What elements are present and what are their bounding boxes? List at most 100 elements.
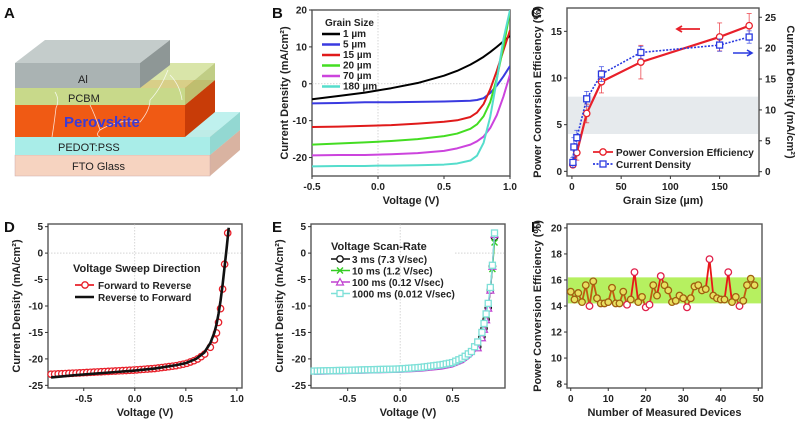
y-tick-label: -20 [293, 153, 308, 164]
y-right-tick-label: 20 [765, 44, 777, 55]
data-point [486, 283, 494, 292]
legend-label: Forward to Reverse [98, 281, 192, 292]
data-point [638, 292, 646, 301]
data-point [583, 95, 591, 103]
data-point [585, 302, 594, 310]
x-axis-label: Grain Size (µm) [623, 195, 704, 207]
data-point [656, 272, 665, 281]
series-reverse-to-forward [50, 227, 231, 379]
data-point [724, 268, 733, 277]
data-point [683, 303, 691, 312]
panel-a-device-schematic: A Al PCBM Perovskite PEDOT:PSS FTO Glass [4, 5, 240, 177]
x-tick-label: 1.0 [503, 182, 517, 193]
legend-label: 1 µm [343, 29, 366, 40]
y-axis-label: Current Density (mA/cm²) [274, 239, 286, 373]
x-tick-label: 0 [568, 394, 574, 405]
legend-label: Reverse to Forward [98, 293, 191, 304]
data-point [739, 296, 748, 305]
data-point [480, 319, 488, 328]
y-tick-label: -10 [29, 302, 44, 313]
y-tick-label: 0 [37, 249, 43, 260]
data-point [623, 300, 631, 309]
data-point [660, 281, 669, 290]
legend-label: 100 ms (0.12 V/sec) [352, 278, 444, 289]
x-tick-label: 40 [715, 394, 727, 405]
pedot-side [210, 112, 240, 155]
x-tick-label: 0 [569, 182, 575, 193]
y-tick-label: 8 [556, 380, 562, 391]
y-tick-label: -10 [293, 116, 308, 127]
x-tick-label: 150 [711, 182, 728, 193]
y-tick-label: -15 [29, 328, 44, 339]
x-tick-label: 50 [753, 394, 765, 405]
data-point [490, 229, 499, 237]
data-point [474, 338, 482, 346]
series-line [312, 10, 510, 168]
data-point [573, 134, 581, 142]
y-tick-label: -25 [292, 381, 307, 392]
y-tick-label: 10 [551, 74, 563, 85]
data-point [731, 292, 740, 301]
x-tick-label: 20 [640, 394, 652, 405]
panel-f-device-statistics: F 0 10 20 30 40 50 8 10 12 14 16 18 20 Number of Measu… [531, 219, 764, 419]
legend-label: 180 µm [343, 82, 377, 93]
y-tick-label: 10 [296, 42, 308, 53]
y-tick-label: -10 [292, 302, 307, 313]
data-point [593, 294, 601, 303]
legend-label: Current Density [616, 160, 691, 171]
y-tick-label: 15 [551, 27, 563, 38]
data-point [745, 21, 754, 30]
perovskite-front [15, 105, 185, 137]
y-tick-label: -25 [29, 381, 44, 392]
series-line [572, 36, 750, 163]
y-tick-label: 5 [556, 120, 562, 131]
data-point [679, 294, 688, 303]
left-axis-arrow [675, 25, 700, 33]
legend-marker [599, 148, 607, 156]
y-tick-label: 5 [300, 222, 306, 233]
layer-label-perovskite: Perovskite [64, 114, 140, 131]
data-point [626, 295, 635, 304]
series-segment [723, 272, 730, 300]
legend-title: Grain Size [325, 18, 374, 29]
data-point [720, 295, 729, 304]
y-tick-label: -20 [29, 354, 44, 365]
series-segment [727, 272, 733, 303]
x-tick-label: 1.0 [230, 394, 244, 405]
series-line [312, 29, 510, 128]
x-tick-label: 50 [616, 182, 628, 193]
y-right-tick-label: 15 [765, 75, 777, 86]
al-side [140, 40, 170, 88]
layer-label-fto: FTO Glass [72, 161, 125, 173]
data-point [484, 299, 492, 308]
x-axis-label: Number of Measured Devices [587, 407, 741, 419]
y-right-axis-label: Current Density (mA/cm²) [784, 25, 796, 159]
x-tick-label: -0.5 [303, 182, 321, 193]
x-axis-label: Voltage (V) [383, 195, 440, 207]
y-axis-label: Power Conversion Efficiency (%) [532, 220, 544, 392]
x-tick-label: 0.0 [393, 394, 407, 405]
fto-glass-side [210, 130, 240, 176]
data-point [636, 58, 645, 66]
y-right-tick-label: 5 [765, 136, 771, 147]
grain-boundaries [51, 69, 183, 138]
y-tick-label: 12 [551, 328, 563, 339]
legend-label: 70 µm [343, 71, 372, 82]
data-point [488, 261, 497, 269]
y-tick-label: -20 [292, 354, 307, 365]
data-point [619, 287, 628, 296]
x-tick-label: -0.5 [75, 394, 93, 405]
series-line [312, 35, 510, 101]
y-tick-label: 0 [301, 79, 307, 90]
panel-letter-a: A [4, 5, 15, 22]
data-point [608, 283, 616, 292]
x-tick-label: 0.5 [446, 394, 460, 405]
data-point [728, 298, 736, 307]
x-tick-label: 0.5 [179, 394, 193, 405]
data-point [664, 286, 673, 295]
legend-label: 1000 ms (0.012 V/sec) [352, 290, 455, 301]
x-tick-label: 10 [603, 394, 615, 405]
data-point [746, 274, 755, 283]
perovskite-side [185, 80, 215, 137]
x-tick-label: -0.5 [339, 394, 357, 405]
